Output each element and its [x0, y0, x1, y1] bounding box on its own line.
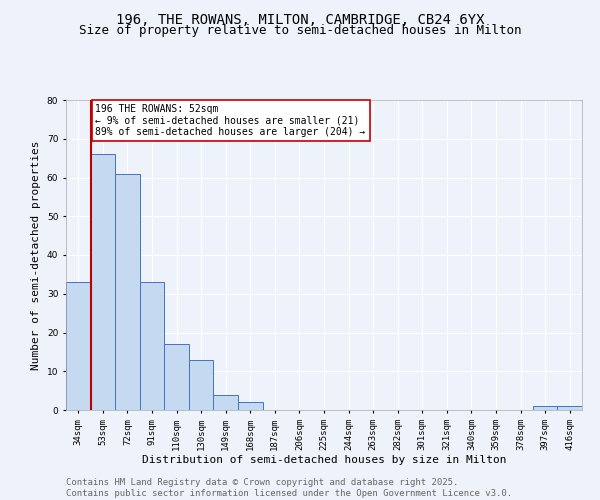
Text: 196 THE ROWANS: 52sqm
← 9% of semi-detached houses are smaller (21)
89% of semi-: 196 THE ROWANS: 52sqm ← 9% of semi-detac… [95, 104, 366, 137]
X-axis label: Distribution of semi-detached houses by size in Milton: Distribution of semi-detached houses by … [142, 456, 506, 466]
Bar [238, 402, 263, 410]
Bar [557, 406, 582, 410]
Bar [214, 394, 238, 410]
Bar [115, 174, 140, 410]
Text: 196, THE ROWANS, MILTON, CAMBRIDGE, CB24 6YX: 196, THE ROWANS, MILTON, CAMBRIDGE, CB24… [116, 12, 484, 26]
Text: Size of property relative to semi-detached houses in Milton: Size of property relative to semi-detach… [79, 24, 521, 37]
Bar [533, 406, 557, 410]
Bar [91, 154, 115, 410]
Bar [189, 360, 214, 410]
Y-axis label: Number of semi-detached properties: Number of semi-detached properties [31, 140, 41, 370]
Text: Contains HM Land Registry data © Crown copyright and database right 2025.
Contai: Contains HM Land Registry data © Crown c… [66, 478, 512, 498]
Bar [140, 282, 164, 410]
Bar [164, 344, 189, 410]
Bar [66, 282, 91, 410]
